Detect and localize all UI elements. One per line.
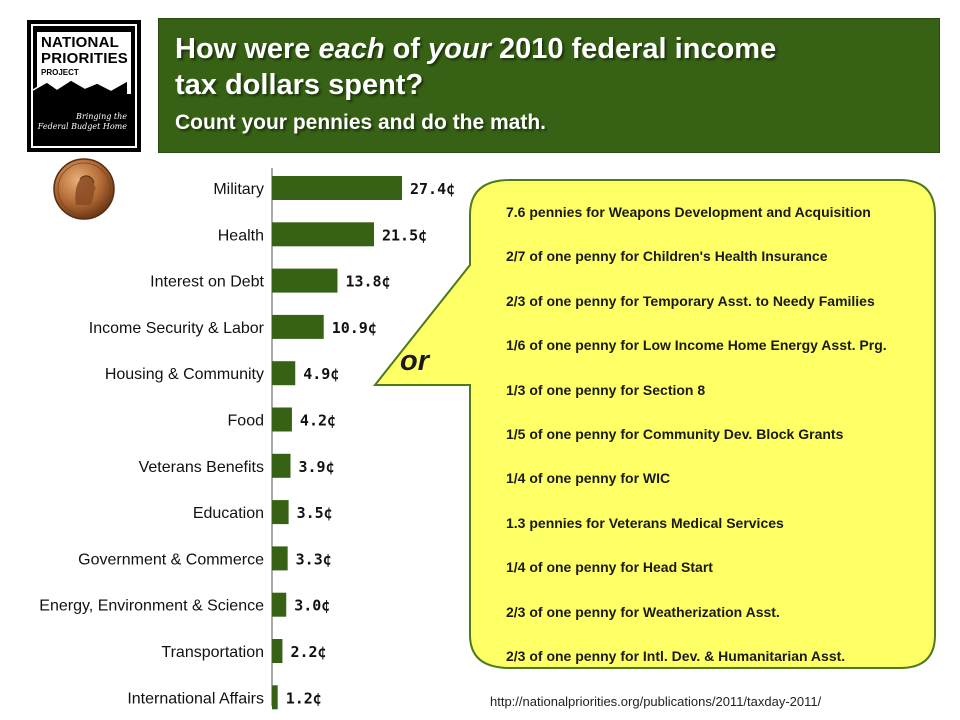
category-label: Veterans Benefits	[139, 459, 264, 476]
bar	[272, 268, 338, 293]
callout-item: 1/4 of one penny for WIC	[506, 470, 671, 487]
title-part-1: How were	[175, 33, 319, 65]
value-label: 27.4¢	[410, 180, 455, 198]
source-url[interactable]: http://nationalpriorities.org/publicatio…	[490, 694, 822, 709]
bar	[272, 639, 283, 663]
category-label: International Affairs	[127, 690, 264, 707]
value-label: 3.3¢	[296, 550, 332, 568]
bar	[272, 500, 289, 525]
callout-item: 1.3 pennies for Veterans Medical Service…	[506, 514, 784, 531]
callout-item: 2/7 of one penny for Children's Health I…	[506, 248, 828, 265]
logo-frame: NATIONAL PRIORITIES PROJECT Bringing the…	[31, 24, 137, 148]
bar	[272, 314, 324, 339]
category-label: Education	[193, 505, 264, 522]
title-part-2: of	[384, 33, 429, 65]
callout-item: 2/3 of one penny for Intl. Dev. & Humani…	[506, 647, 846, 664]
value-label: 10.9¢	[332, 319, 377, 337]
callout-bubble	[372, 179, 936, 669]
value-label: 4.9¢	[303, 365, 339, 383]
category-label: Government & Commerce	[78, 551, 264, 568]
logo-line-national: NATIONAL	[41, 34, 119, 51]
value-label: 2.2¢	[290, 643, 326, 661]
value-label: 1.2¢	[286, 689, 322, 707]
callout-item: 1/5 of one penny for Community Dev. Bloc…	[506, 425, 844, 442]
callout-bubble-shape	[372, 179, 936, 669]
title-emphasis-each: each	[318, 33, 385, 65]
category-label: Food	[228, 413, 264, 430]
callout-item: 1/4 of one penny for Head Start	[506, 559, 713, 576]
callout-item: 2/3 of one penny for Temporary Asst. to …	[506, 292, 875, 309]
logo-line-project: PROJECT	[41, 67, 79, 77]
value-label: 3.9¢	[299, 458, 335, 476]
logo-mountain-icon	[33, 79, 127, 96]
page-title: How were each of your 2010 federal incom…	[175, 31, 795, 103]
bar	[272, 176, 402, 200]
lincoln-penny-icon	[53, 158, 115, 220]
value-label: 3.5¢	[297, 504, 333, 522]
callout-item: 1/3 of one penny for Section 8	[506, 381, 706, 398]
bar	[272, 592, 287, 617]
category-label: Income Security & Labor	[89, 320, 265, 337]
category-label: Interest on Debt	[150, 274, 264, 291]
value-label: 4.2¢	[300, 412, 336, 430]
value-label: 13.8¢	[345, 273, 390, 291]
callout-item: 7.6 pennies for Weapons Development and …	[506, 204, 871, 220]
or-label: or	[400, 345, 429, 377]
category-label: Housing & Community	[105, 366, 264, 383]
callout-item: 2/3 of one penny for Weatherization Asst…	[506, 603, 780, 620]
bar	[272, 546, 288, 571]
category-label: Health	[218, 227, 264, 244]
bar	[272, 407, 292, 432]
bar	[272, 453, 291, 478]
logo-tagline-2: Federal Budget Home	[37, 122, 127, 131]
page-subtitle: Count your pennies and do the math.	[175, 111, 547, 134]
category-label: Military	[213, 181, 264, 198]
category-label: Energy, Environment & Science	[39, 598, 264, 615]
logo-line-priorities: PRIORITIES	[41, 49, 129, 67]
logo-tagline-1: Bringing the	[75, 112, 127, 121]
title-banner: How were each of your 2010 federal incom…	[158, 18, 940, 153]
title-part-3: 2010 federal income tax dollars spent?	[175, 33, 777, 101]
spending-bar-chart: Military 27.4¢ Health 21.5¢ Interest on Debt…	[39, 168, 455, 710]
logo-wordmark: NATIONAL PRIORITIES PROJECT	[37, 32, 131, 94]
callout-item: 1/6 of one penny for Low Income Home Ene…	[506, 337, 887, 354]
bar	[272, 361, 296, 386]
value-label: 3.0¢	[294, 597, 330, 615]
category-label: Transportation	[161, 644, 264, 661]
npp-logo: NATIONAL PRIORITIES PROJECT Bringing the…	[27, 20, 141, 152]
bar	[272, 222, 375, 247]
bar	[272, 685, 278, 710]
value-label: 21.5¢	[382, 226, 427, 244]
callout-list: 7.6 pennies for Weapons Development and …	[506, 199, 936, 687]
title-emphasis-your: your	[428, 33, 491, 65]
logo-tagline: Bringing the Federal Budget Home	[37, 112, 127, 132]
